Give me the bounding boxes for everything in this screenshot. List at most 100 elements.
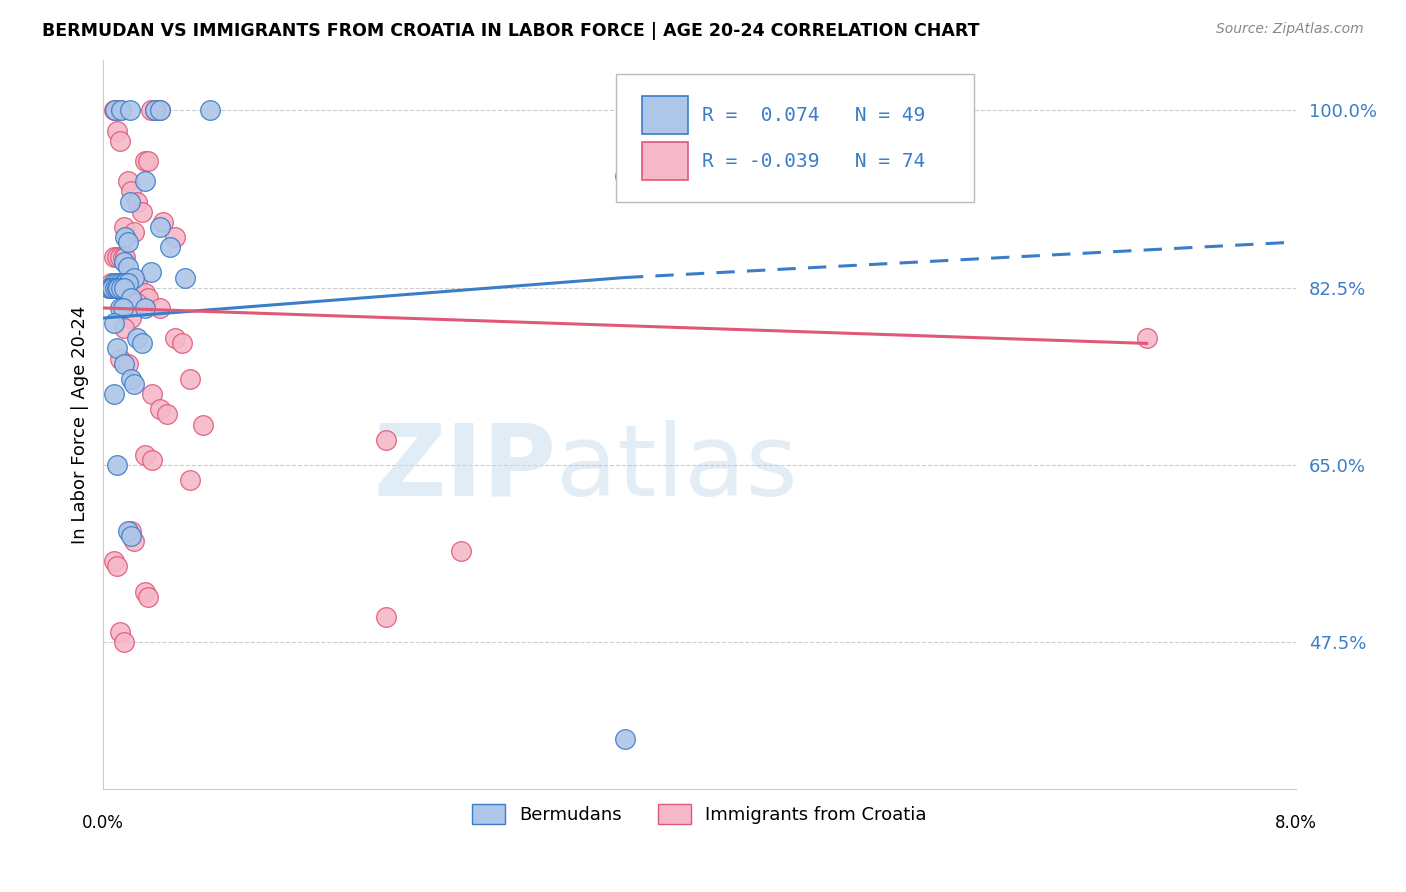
Point xyxy=(101,280,124,294)
Point xyxy=(108,351,131,366)
Point xyxy=(114,276,136,290)
Text: 0.0%: 0.0% xyxy=(82,814,124,832)
Point xyxy=(134,584,156,599)
Point xyxy=(98,280,121,294)
Point xyxy=(124,376,146,391)
Point xyxy=(127,331,149,345)
Point xyxy=(108,250,131,264)
Point xyxy=(112,357,135,371)
Point xyxy=(100,280,122,294)
Point xyxy=(127,276,149,290)
Point xyxy=(120,276,142,290)
Point xyxy=(375,610,398,624)
Text: Source: ZipAtlas.com: Source: ZipAtlas.com xyxy=(1216,22,1364,37)
Text: atlas: atlas xyxy=(557,420,799,516)
Point xyxy=(152,215,174,229)
Point xyxy=(136,590,159,604)
Point xyxy=(613,169,636,183)
Point xyxy=(118,194,141,209)
Point xyxy=(134,448,156,462)
Point xyxy=(117,357,139,371)
Y-axis label: In Labor Force | Age 20-24: In Labor Force | Age 20-24 xyxy=(72,305,89,544)
Point xyxy=(141,387,163,401)
Point xyxy=(105,559,128,574)
Point xyxy=(127,194,149,209)
Point xyxy=(111,276,134,290)
Point xyxy=(131,204,153,219)
Point xyxy=(149,402,172,417)
Point xyxy=(179,473,201,487)
Bar xyxy=(643,142,688,180)
Point xyxy=(108,276,131,290)
Point xyxy=(117,276,139,290)
Point xyxy=(139,103,162,118)
Point xyxy=(110,280,132,294)
Point xyxy=(120,291,142,305)
Point xyxy=(149,103,172,118)
Point xyxy=(105,123,128,137)
Point xyxy=(105,342,128,356)
Point xyxy=(104,276,127,290)
Point xyxy=(112,219,135,234)
Point xyxy=(120,372,142,386)
Point xyxy=(108,625,131,640)
Point xyxy=(112,321,135,335)
Point xyxy=(143,103,166,118)
Point xyxy=(120,524,142,538)
Point xyxy=(136,153,159,168)
Point xyxy=(110,103,132,118)
Point xyxy=(107,280,129,294)
Point xyxy=(174,270,197,285)
Point xyxy=(107,280,129,294)
Point xyxy=(108,134,131,148)
Point xyxy=(149,219,172,234)
Point xyxy=(134,301,156,315)
Text: R =  0.074   N = 49: R = 0.074 N = 49 xyxy=(702,105,925,125)
Point xyxy=(105,250,128,264)
Point xyxy=(117,260,139,275)
Point xyxy=(149,301,172,315)
Point xyxy=(103,276,125,290)
Point xyxy=(118,103,141,118)
Point xyxy=(108,276,131,290)
Point xyxy=(103,316,125,330)
Point xyxy=(105,458,128,472)
Point xyxy=(112,635,135,649)
Point xyxy=(104,103,127,118)
Point xyxy=(375,433,398,447)
Point xyxy=(111,250,134,264)
Point xyxy=(114,230,136,244)
Point xyxy=(105,280,128,294)
Point xyxy=(1136,331,1159,345)
Point xyxy=(120,311,142,326)
Point xyxy=(156,408,179,422)
Point xyxy=(114,250,136,264)
Point xyxy=(139,265,162,279)
Point xyxy=(103,276,125,290)
Point xyxy=(103,554,125,568)
Point xyxy=(120,529,142,543)
Point xyxy=(613,731,636,746)
Point xyxy=(103,250,125,264)
Point xyxy=(105,276,128,290)
Point xyxy=(117,235,139,249)
Point xyxy=(159,240,181,254)
Point xyxy=(134,285,156,300)
Point xyxy=(110,280,132,294)
Point xyxy=(111,301,134,315)
Point xyxy=(120,185,142,199)
Text: 8.0%: 8.0% xyxy=(1275,814,1316,832)
FancyBboxPatch shape xyxy=(616,74,974,202)
Point xyxy=(172,336,194,351)
Text: R = -0.039   N = 74: R = -0.039 N = 74 xyxy=(702,152,925,170)
Point xyxy=(117,524,139,538)
Point xyxy=(108,301,131,315)
Point xyxy=(114,276,136,290)
Text: BERMUDAN VS IMMIGRANTS FROM CROATIA IN LABOR FORCE | AGE 20-24 CORRELATION CHART: BERMUDAN VS IMMIGRANTS FROM CROATIA IN L… xyxy=(42,22,980,40)
Point xyxy=(143,103,166,118)
Point xyxy=(200,103,222,118)
Point xyxy=(103,387,125,401)
Point xyxy=(141,453,163,467)
Point xyxy=(111,276,134,290)
Point xyxy=(134,174,156,188)
